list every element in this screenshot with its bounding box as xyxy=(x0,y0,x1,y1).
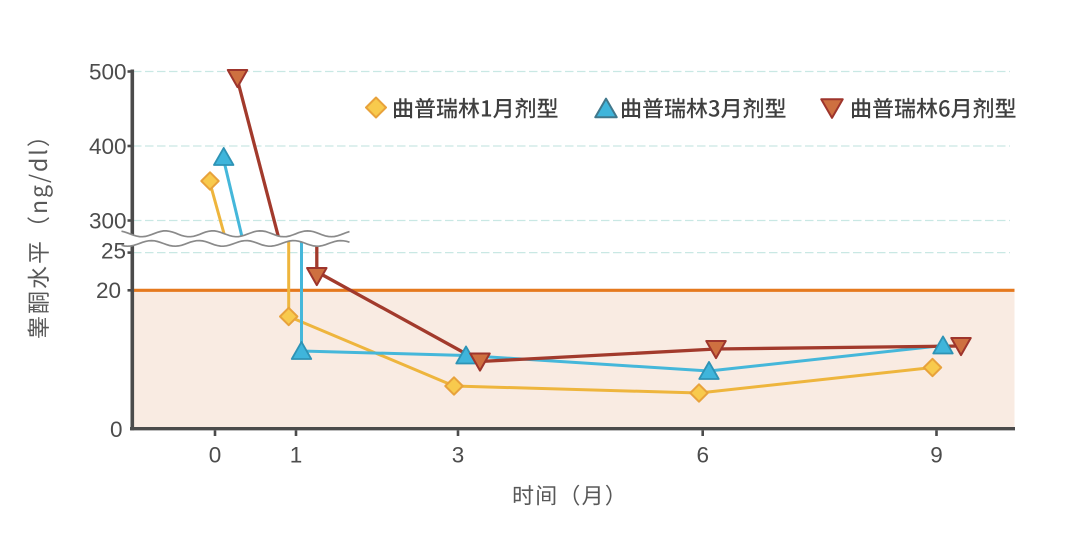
svg-text:6: 6 xyxy=(696,443,709,468)
svg-text:500: 500 xyxy=(89,60,127,85)
svg-text:0: 0 xyxy=(110,417,123,442)
svg-text:1: 1 xyxy=(290,443,303,468)
svg-text:300: 300 xyxy=(89,209,127,234)
svg-text:9: 9 xyxy=(930,443,943,468)
svg-text:0: 0 xyxy=(209,443,222,468)
svg-text:3: 3 xyxy=(452,443,465,468)
svg-text:20: 20 xyxy=(96,278,121,303)
svg-text:25: 25 xyxy=(101,238,126,263)
svg-text:400: 400 xyxy=(89,134,127,159)
